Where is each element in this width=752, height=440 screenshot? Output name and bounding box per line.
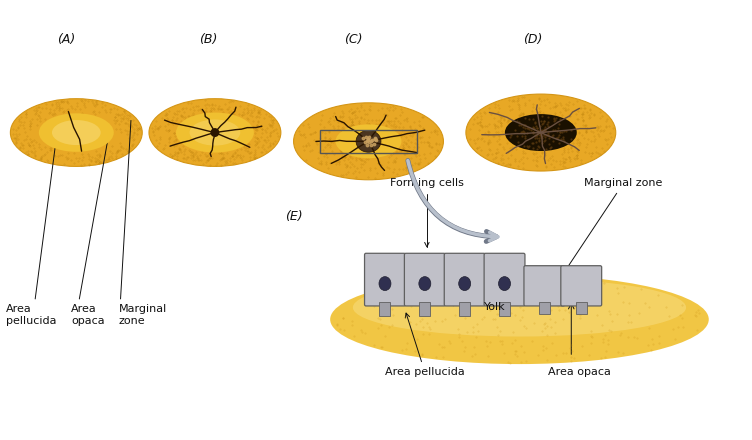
Ellipse shape [459, 277, 471, 290]
Ellipse shape [39, 114, 114, 152]
Ellipse shape [379, 277, 391, 290]
Bar [380, 302, 390, 316]
FancyBboxPatch shape [561, 266, 602, 306]
Bar [320, 130, 417, 153]
FancyBboxPatch shape [405, 253, 445, 306]
Ellipse shape [499, 277, 511, 290]
Ellipse shape [190, 120, 240, 146]
Text: (C): (C) [344, 33, 362, 46]
Ellipse shape [293, 103, 444, 180]
Text: Marginal zone: Marginal zone [561, 178, 663, 277]
Text: Marginal
zone: Marginal zone [119, 121, 167, 326]
Ellipse shape [466, 94, 616, 171]
Text: Area opaca: Area opaca [547, 367, 611, 377]
Text: (A): (A) [57, 33, 75, 46]
Text: (D): (D) [523, 33, 543, 46]
FancyBboxPatch shape [365, 253, 405, 306]
Ellipse shape [356, 130, 381, 152]
Text: Forming cells: Forming cells [390, 178, 464, 247]
Bar [420, 302, 430, 316]
Text: (B): (B) [199, 33, 217, 46]
FancyBboxPatch shape [524, 266, 565, 306]
Ellipse shape [330, 275, 709, 364]
Ellipse shape [176, 113, 254, 153]
Text: Area
opaca: Area opaca [71, 140, 108, 326]
Bar [576, 302, 587, 315]
Bar [539, 302, 550, 315]
Ellipse shape [11, 99, 142, 166]
Ellipse shape [52, 120, 101, 145]
FancyBboxPatch shape [484, 253, 525, 306]
Text: (E): (E) [285, 210, 303, 223]
Bar [459, 302, 470, 316]
Ellipse shape [149, 99, 280, 166]
Ellipse shape [335, 125, 402, 158]
Bar [499, 302, 510, 316]
Ellipse shape [505, 114, 577, 151]
Ellipse shape [353, 279, 686, 337]
Circle shape [211, 128, 220, 137]
FancyBboxPatch shape [444, 253, 485, 306]
Text: Yolk: Yolk [484, 302, 505, 312]
Ellipse shape [419, 277, 431, 290]
Text: Area pellucida: Area pellucida [385, 313, 465, 377]
Text: Area
pellucida: Area pellucida [6, 125, 58, 326]
